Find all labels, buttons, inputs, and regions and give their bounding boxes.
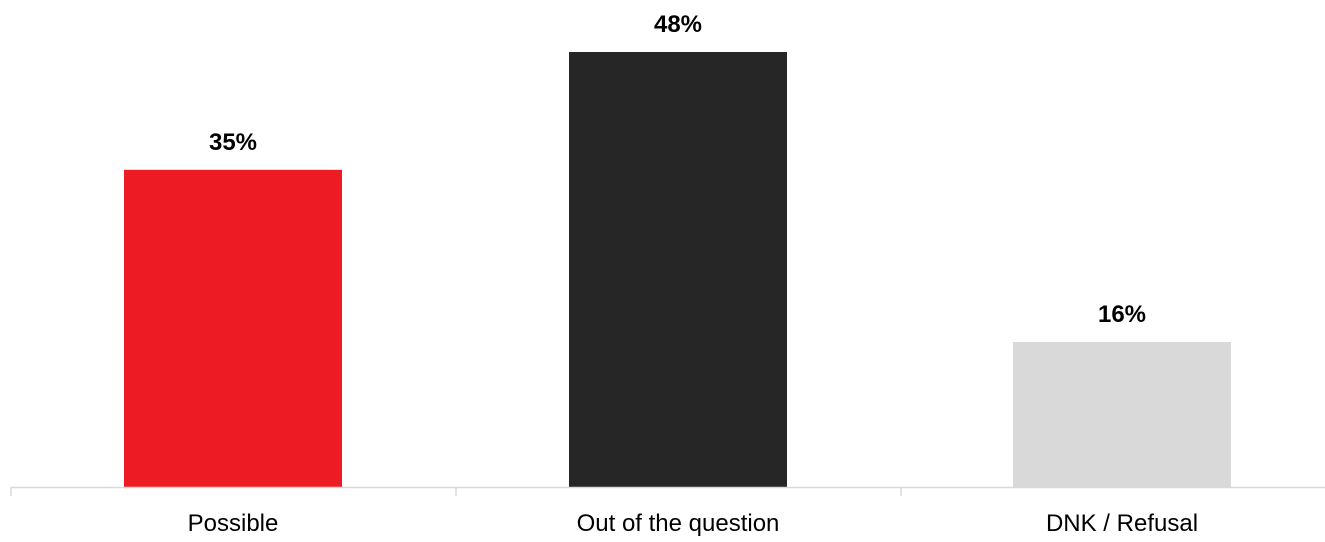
x-axis-label-possible: Possible: [188, 510, 279, 537]
x-axis-label-dnk-refusal: DNK / Refusal: [1046, 510, 1198, 537]
value-labels-group: 35% 48% 16%: [209, 11, 1146, 328]
bar-out-of-the-question: [569, 52, 787, 487]
value-label-possible: 35%: [209, 129, 257, 156]
bar-possible: [124, 169, 342, 487]
bar-dnk-refusal: [1013, 342, 1231, 487]
x-axis-ticks-group: [10, 487, 902, 496]
value-label-out-of-the-question: 48%: [654, 11, 702, 38]
value-label-dnk-refusal: 16%: [1098, 301, 1146, 328]
x-axis-label-out-of-the-question: Out of the question: [577, 510, 780, 537]
bars-group: [124, 52, 1231, 487]
x-axis-labels-group: Possible Out of the question DNK / Refusal: [188, 510, 1198, 537]
